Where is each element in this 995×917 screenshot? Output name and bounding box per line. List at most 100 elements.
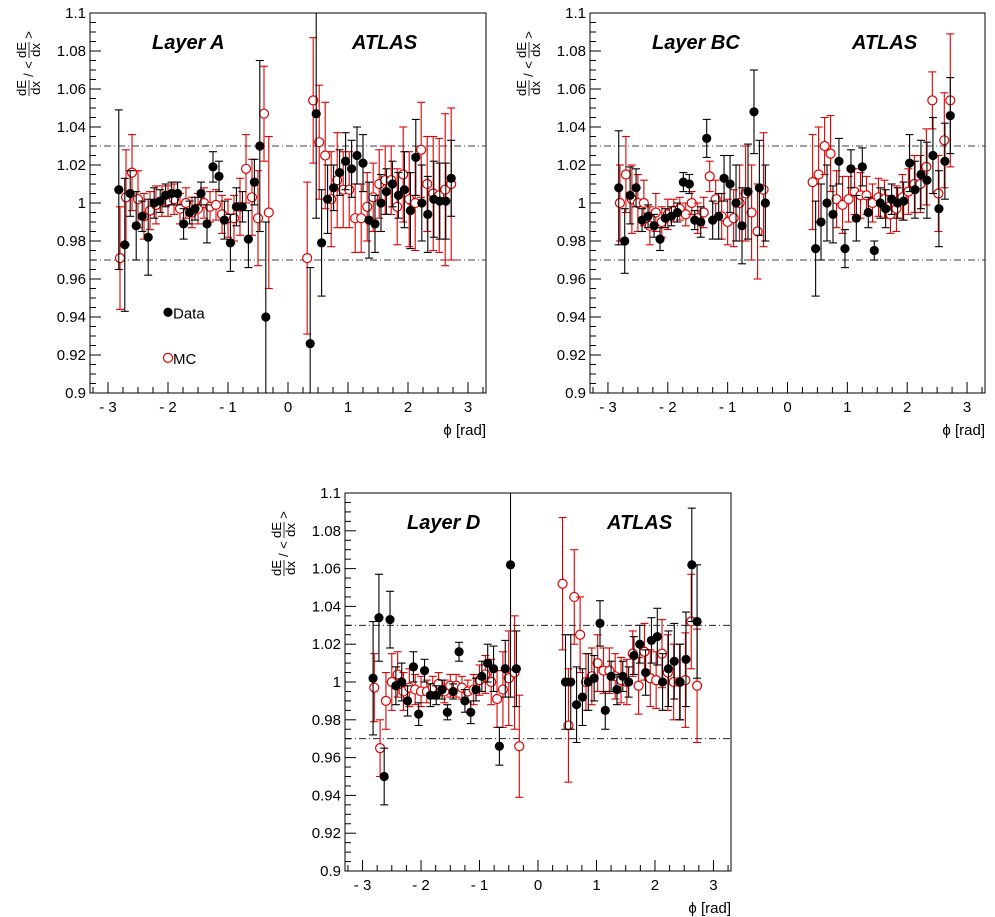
data-point bbox=[714, 192, 724, 240]
data-marker bbox=[928, 150, 938, 161]
x-axis-title: ϕ [rad] bbox=[443, 422, 486, 439]
data-marker bbox=[618, 671, 628, 681]
y-tick-label: 1 bbox=[333, 674, 341, 691]
mc-point bbox=[915, 154, 926, 214]
data-marker bbox=[916, 169, 926, 180]
x-tick-label: 0 bbox=[284, 399, 292, 416]
mc-marker bbox=[698, 207, 709, 218]
data-point bbox=[352, 126, 362, 185]
data-marker bbox=[335, 168, 345, 178]
mc-marker bbox=[728, 213, 739, 224]
x-tick-label: - 3 bbox=[99, 399, 117, 416]
data-point bbox=[214, 160, 224, 193]
layer-label: Layer BC bbox=[652, 32, 740, 54]
data-point bbox=[335, 149, 345, 196]
y-tick-label: 0.94 bbox=[312, 787, 341, 804]
data-point bbox=[566, 634, 576, 730]
y-title-num-top: dE bbox=[269, 560, 284, 576]
data-point bbox=[928, 116, 938, 195]
mc-marker bbox=[497, 684, 509, 695]
data-point bbox=[875, 187, 885, 219]
data-marker bbox=[649, 221, 659, 231]
mc-point bbox=[807, 134, 818, 231]
data-marker bbox=[863, 207, 873, 218]
mc-marker bbox=[126, 167, 138, 178]
data-marker bbox=[672, 207, 682, 218]
data-marker bbox=[702, 133, 712, 143]
data-marker bbox=[419, 666, 430, 676]
data-marker bbox=[869, 245, 879, 256]
data-marker bbox=[657, 677, 668, 687]
data-point bbox=[494, 726, 504, 766]
mc-marker bbox=[620, 169, 632, 180]
mc-point bbox=[569, 549, 580, 645]
data-marker bbox=[225, 238, 235, 248]
data-marker bbox=[692, 616, 702, 627]
x-tick-label: - 1 bbox=[471, 877, 489, 894]
series-data bbox=[614, 69, 955, 297]
data-marker bbox=[687, 560, 697, 570]
y-title-inner-top: dE bbox=[14, 42, 29, 58]
data-marker bbox=[631, 183, 641, 193]
data-point bbox=[600, 690, 610, 730]
data-marker bbox=[851, 213, 861, 223]
y-tick-label: 0.98 bbox=[57, 233, 86, 250]
mc-point bbox=[308, 37, 319, 164]
data-marker bbox=[840, 244, 850, 254]
data-marker bbox=[743, 187, 753, 197]
legend: Data MC bbox=[162, 305, 205, 368]
data-marker bbox=[190, 204, 200, 214]
data-marker bbox=[635, 639, 645, 649]
mc-marker bbox=[639, 646, 650, 657]
data-marker bbox=[323, 194, 333, 204]
data-point bbox=[402, 685, 413, 717]
mc-point bbox=[557, 517, 568, 651]
data-point bbox=[749, 69, 759, 155]
data-marker bbox=[934, 204, 944, 214]
data-marker bbox=[737, 221, 747, 231]
mc-point bbox=[819, 116, 830, 176]
y-tick-label: 1.08 bbox=[57, 43, 86, 60]
data-point bbox=[577, 668, 588, 727]
data-marker bbox=[643, 211, 653, 221]
data-point bbox=[419, 658, 430, 683]
mc-point bbox=[752, 183, 763, 280]
data-marker bbox=[441, 196, 451, 206]
data-marker bbox=[566, 677, 576, 687]
y-axis-title: dE dx/<dE dx> bbox=[269, 511, 298, 576]
y-tick-label: 1.02 bbox=[312, 636, 341, 653]
mc-marker bbox=[491, 693, 503, 705]
data-marker bbox=[846, 164, 856, 174]
data-marker bbox=[696, 217, 706, 227]
data-marker bbox=[629, 650, 639, 661]
data-point bbox=[500, 639, 510, 698]
data-marker bbox=[641, 667, 651, 678]
mc-point bbox=[258, 65, 270, 162]
mc-point bbox=[356, 183, 367, 253]
data-point bbox=[437, 679, 447, 700]
data-point bbox=[589, 654, 599, 702]
mc-point bbox=[320, 101, 331, 210]
data-point bbox=[368, 620, 378, 736]
y-tick-label: 1.04 bbox=[57, 119, 86, 136]
data-marker bbox=[397, 677, 407, 687]
y-title-lt: < bbox=[21, 61, 36, 69]
data-marker bbox=[454, 647, 464, 657]
data-marker bbox=[387, 179, 397, 189]
data-marker bbox=[431, 690, 441, 700]
y-tick-label: 0.9 bbox=[65, 385, 86, 402]
y-tick-label: 0.9 bbox=[320, 863, 341, 880]
data-point bbox=[114, 109, 124, 271]
data-point bbox=[405, 172, 415, 250]
data-marker bbox=[577, 692, 588, 702]
data-marker bbox=[857, 162, 867, 172]
mc-marker bbox=[380, 695, 392, 707]
data-point bbox=[916, 139, 926, 210]
x-tick-label: - 3 bbox=[354, 877, 372, 894]
x-axis-title: ϕ [rad] bbox=[942, 422, 985, 439]
mc-marker bbox=[514, 741, 525, 752]
data-point bbox=[441, 162, 451, 240]
data-marker bbox=[505, 560, 516, 570]
mc-marker bbox=[210, 199, 222, 210]
data-point bbox=[657, 653, 668, 711]
